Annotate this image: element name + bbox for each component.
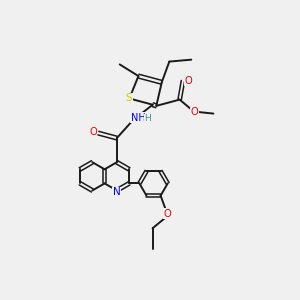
Text: N: N xyxy=(113,187,121,197)
Text: O: O xyxy=(89,127,97,137)
Text: NH: NH xyxy=(131,113,146,123)
Text: H: H xyxy=(144,114,151,123)
Text: S: S xyxy=(126,93,132,103)
Text: O: O xyxy=(164,209,171,219)
Text: O: O xyxy=(191,107,199,117)
Text: O: O xyxy=(184,76,192,86)
